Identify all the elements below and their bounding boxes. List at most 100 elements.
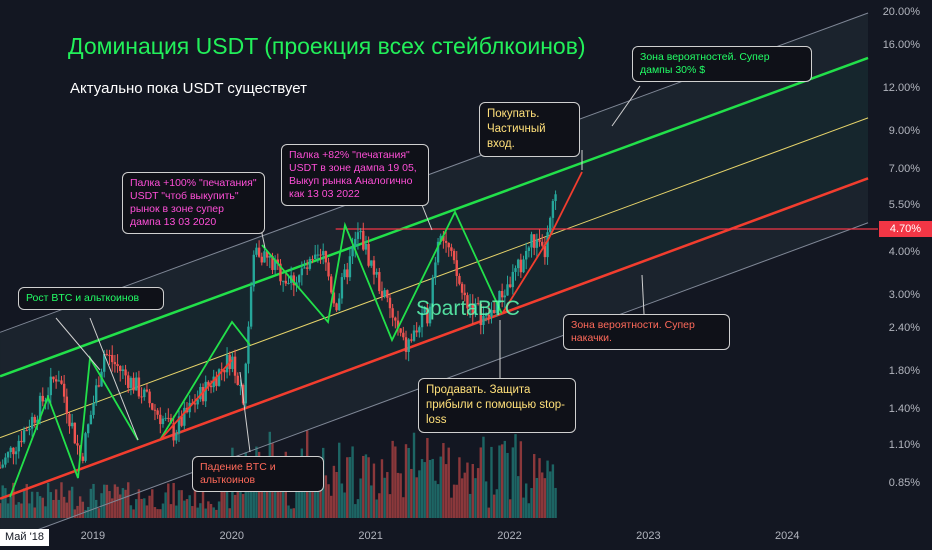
volume-bar [207,501,210,518]
candle-body [140,396,143,398]
candle-body [388,297,392,309]
volume-bar [484,481,488,518]
candle-body [516,259,520,269]
candle-body [508,284,512,288]
candle-body [121,369,125,372]
candle-body [343,269,346,278]
candle-body [370,260,373,266]
candle-body [14,451,18,455]
candle-body [519,259,523,273]
volume-bar [143,498,146,518]
candle-body [450,247,453,251]
volume-bar [225,484,229,518]
volume-bar [541,472,544,518]
candle-body [30,416,34,429]
volume-bar [81,501,85,518]
volume-bar [84,509,87,518]
candle-body [28,428,31,431]
candle-body [492,310,496,313]
candle-body [316,254,320,256]
volume-bar [25,484,28,518]
volume-bar [519,441,523,518]
candle-body [0,467,2,469]
volume-bar [6,503,10,518]
volume-bar [86,506,90,518]
candle-body [506,284,509,296]
candle-body [412,330,416,341]
volume-bar [228,508,231,518]
candle-body [311,259,314,261]
candle-body [351,246,354,257]
volume-bar [503,440,507,518]
volume-bar [455,484,458,518]
candle-body [159,414,162,425]
volume-bar [233,494,237,518]
candle-body [151,403,154,410]
candle-body [119,365,122,372]
x-tick-label: 2019 [80,530,106,542]
candle-body [249,286,253,327]
volume-bar [137,489,141,518]
channel-upper-line [0,56,869,378]
y-tick-label: 1.10% [888,438,920,451]
volume-bar [530,488,533,518]
x-axis-start-label: Май '18 [0,529,49,546]
candle-body [271,255,274,270]
volume-bar [450,497,453,518]
candle-body [97,385,101,387]
candle-body [466,295,469,309]
volume-bar [399,473,402,518]
volume-bar [410,468,413,518]
volume-bar [383,477,386,518]
candle-body [335,303,338,311]
candle-body [183,407,186,426]
volume-bar [108,491,111,518]
volume-bar [41,497,44,518]
volume-bar [78,496,82,518]
candle-body [132,377,135,391]
candle-body [436,241,440,263]
candle-body [260,256,263,263]
candle-body [474,303,477,315]
volume-bar [164,492,167,518]
candle-body [164,417,167,419]
candle-body [89,414,93,425]
candle-body [484,314,488,316]
volume-bar [319,476,322,518]
volume-bar [124,489,127,518]
volume-bar [148,495,151,518]
volume-bar [156,509,159,518]
candle-body [367,243,370,266]
volume-bar [428,459,432,518]
volume-bar [22,488,26,518]
candle-body [415,330,418,333]
volume-bar [324,475,328,518]
x-tick-label: 2023 [636,530,661,542]
candle-body [549,217,552,233]
volume-bar [217,501,221,518]
volume-bar [215,509,218,518]
callout-pointer [55,317,101,371]
volume-bar [370,485,373,518]
volume-bar [281,477,285,518]
volume-bar [70,486,74,518]
volume-bar [356,499,360,518]
volume-bar [241,494,245,518]
candle-body [124,369,127,376]
candle-body [455,260,458,276]
callout-print-100: Палка +100% "печатания" USDT "чтоб выкуп… [122,172,265,234]
volume-bar [543,478,547,518]
candle-body [348,256,352,278]
volume-bar [354,504,357,518]
zigzag-green-3 [261,209,503,343]
y-tick-label: 0.85% [888,477,920,489]
volume-bar [161,503,165,518]
volume-bar [153,507,157,518]
volume-bar [199,503,202,518]
candle-body [434,262,437,278]
y-tick-label: 3.00% [888,288,920,301]
callout-pointer [89,317,139,441]
volume-bar [533,454,536,518]
candle-body [463,292,466,296]
